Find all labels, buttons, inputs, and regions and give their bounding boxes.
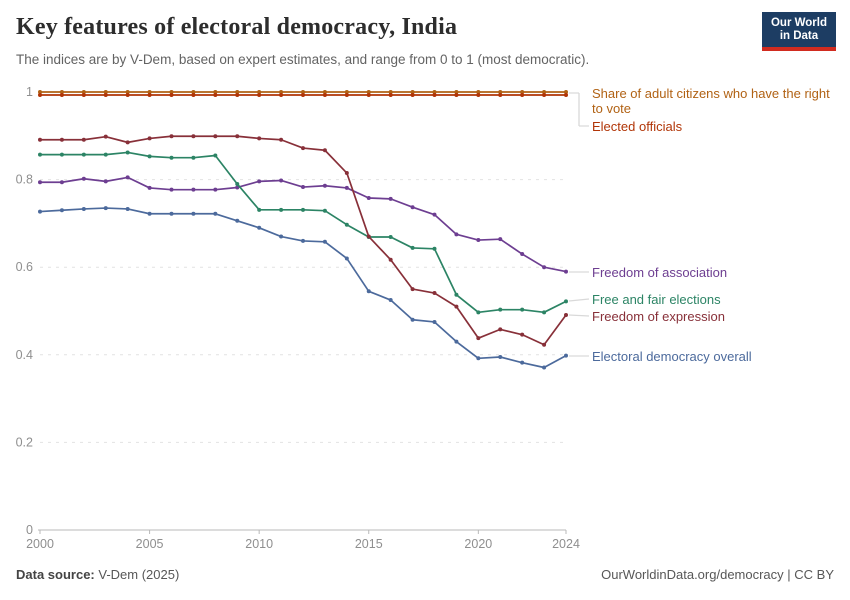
data-source: Data source: V-Dem (2025) xyxy=(16,567,179,582)
legend-label-free-fair-elections[interactable]: Free and fair elections xyxy=(592,292,721,307)
gridlines xyxy=(40,91,566,443)
svg-text:1: 1 xyxy=(26,85,33,99)
svg-text:2020: 2020 xyxy=(464,537,492,551)
data-source-label: Data source: xyxy=(16,567,95,582)
legend-label-freedom-of-expression[interactable]: Freedom of expression xyxy=(592,309,725,324)
svg-text:0.4: 0.4 xyxy=(16,348,33,362)
connector-elections xyxy=(568,298,590,302)
chart-subtitle: The indices are by V-Dem, based on exper… xyxy=(16,52,590,67)
svg-text:0.6: 0.6 xyxy=(16,260,33,274)
svg-text:2005: 2005 xyxy=(136,537,164,551)
svg-text:2000: 2000 xyxy=(26,537,54,551)
legend-connectors xyxy=(568,92,590,357)
owid-logo[interactable]: Our World in Data xyxy=(761,12,836,51)
owid-logo-line1: Our World xyxy=(770,17,827,29)
data-source-value: V-Dem (2025) xyxy=(98,567,180,582)
legend-label-electoral-democracy-overall-text: Electoral democracy overall xyxy=(592,349,752,364)
license-link[interactable]: OurWorldinData.org/democracy | CC BY xyxy=(601,567,834,582)
legend-label-elected-officials[interactable]: Elected officials xyxy=(592,119,682,134)
svg-text:0.2: 0.2 xyxy=(16,435,33,449)
svg-text:0.8: 0.8 xyxy=(16,173,33,187)
legend-label-suffrage-text: Share of adult citizens who have the rig… xyxy=(592,86,830,116)
legend-label-free-fair-elections-text: Free and fair elections xyxy=(592,292,721,307)
page-title: Key features of electoral democracy, Ind… xyxy=(16,14,458,40)
owid-logo-line2: in Data xyxy=(779,30,819,42)
connector-suffrage-officials xyxy=(569,92,589,127)
legend-label-suffrage[interactable]: Share of adult citizens who have the rig… xyxy=(592,86,834,116)
svg-text:2024: 2024 xyxy=(552,537,580,551)
svg-text:2010: 2010 xyxy=(245,537,273,551)
legend-label-freedom-of-association[interactable]: Freedom of association xyxy=(592,265,727,280)
series-lines[interactable] xyxy=(38,90,568,370)
legend-label-freedom-of-association-text: Freedom of association xyxy=(592,265,728,280)
connector-expression xyxy=(568,314,590,317)
svg-text:0: 0 xyxy=(26,523,33,537)
legend-label-elected-officials-text: Elected officials xyxy=(592,119,683,134)
legend-label-electoral-democracy-overall[interactable]: Electoral democracy overall xyxy=(592,349,752,364)
legend-label-freedom-of-expression-text: Freedom of expression xyxy=(592,309,725,324)
svg-text:2015: 2015 xyxy=(355,537,383,551)
axes: 0 0.2 0.4 0.6 0.8 1 2000 2005 2010 2015 2020 2024 xyxy=(16,85,580,551)
